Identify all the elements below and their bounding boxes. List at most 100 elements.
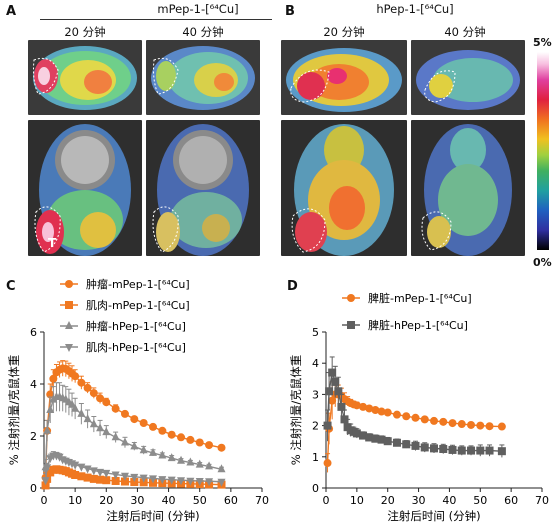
data-point-s0: [457, 420, 466, 429]
data-point-s2: [83, 414, 92, 423]
data-point-s2: [68, 399, 77, 408]
chart-d: 0 10 20 30 40 50 60 70 0 1 2 3 4 5 注射后时间 (分钟) % 注射剂量/克鼠…: [289, 291, 549, 523]
y-tick-label: 1: [312, 451, 319, 464]
pet-scan-a-20min-coronal: T: [28, 120, 142, 256]
data-point-s0: [365, 404, 374, 413]
data-point-s0: [352, 401, 361, 410]
panel-b-time-40: 40 分钟: [444, 25, 486, 39]
data-point-s2: [217, 464, 226, 473]
data-point-s2: [186, 457, 195, 466]
x-axis-label: 注射后时间 (分钟): [106, 509, 199, 523]
data-point-s0: [139, 419, 148, 427]
data-point-s0: [420, 415, 429, 424]
legend-marker-0: [347, 294, 355, 302]
data-point-s2: [167, 453, 176, 462]
legend-label-0: 肿瘤-mPep-1-[⁶⁴Cu]: [86, 277, 190, 291]
data-point-s0: [71, 372, 80, 381]
data-point-s2: [158, 450, 167, 459]
panel-letter-c: C: [6, 279, 16, 294]
y-tick-label: 0: [30, 482, 37, 495]
x-tick-label: 30: [412, 494, 426, 507]
data-point-s3: [130, 473, 139, 482]
data-point-s2: [43, 425, 52, 434]
pet-scan-a-40min-axial: [146, 40, 260, 115]
data-point-s1: [365, 433, 374, 442]
x-tick-label: 50: [193, 494, 207, 507]
data-point-s1: [420, 443, 429, 452]
data-point-s2: [111, 432, 120, 441]
y-tick-label: 0: [312, 482, 319, 495]
data-point-s0: [359, 402, 368, 411]
panel-letter-b: B: [285, 4, 295, 19]
data-point-s0: [328, 396, 337, 405]
data-point-s0: [467, 420, 476, 429]
data-point-s1: [485, 446, 494, 455]
panel-b-time-20: 20 分钟: [323, 25, 365, 39]
colorbar-max-label: 5%: [533, 36, 552, 49]
chart-c: 0 10 20 30 40 50 60 70 0 2 4 6 注射后时间 (分钟) % 注射剂量/克鼠体重…: [7, 277, 269, 523]
data-point-s0: [497, 422, 506, 431]
x-tick-label: 20: [99, 494, 113, 507]
data-point-s1: [359, 431, 368, 440]
data-point-s3: [102, 469, 111, 478]
data-point-s0: [195, 438, 204, 447]
data-point-s1: [323, 421, 332, 430]
legend-marker-1: [65, 301, 73, 309]
data-point-s0: [217, 443, 226, 452]
data-point-s1: [383, 437, 392, 446]
data-point-s3: [205, 478, 214, 487]
data-point-s0: [83, 383, 92, 392]
data-point-s2: [139, 445, 148, 454]
pet-scan-b-20min-axial: [281, 40, 407, 115]
legend-marker-0: [65, 280, 73, 288]
data-point-s3: [158, 476, 167, 485]
data-point-s2: [120, 437, 129, 446]
x-tick-label: 0: [323, 494, 330, 507]
series-line-1: [326, 372, 502, 452]
data-point-s0: [476, 421, 485, 430]
x-tick-label: 40: [162, 494, 176, 507]
colorbar: [537, 52, 549, 250]
data-point-s3: [71, 461, 80, 470]
data-point-s2: [71, 403, 80, 412]
data-point-s2: [195, 459, 204, 468]
data-point-s1: [89, 474, 98, 483]
data-point-s2: [102, 427, 111, 436]
tumor-label: T: [48, 236, 57, 250]
data-point-s1: [328, 368, 337, 377]
data-point-s1: [392, 438, 401, 447]
panel-a-title-rule: [40, 19, 272, 20]
panel-a-title: mPep-1-[⁶⁴Cu]: [157, 2, 239, 16]
data-point-s0: [149, 422, 157, 431]
data-point-s0: [49, 374, 58, 383]
data-point-s1: [439, 445, 448, 453]
data-point-s0: [102, 398, 111, 407]
data-point-s0: [120, 409, 129, 418]
data-point-s1: [448, 445, 457, 454]
data-point-s0: [177, 433, 186, 442]
y-tick-label: 5: [312, 326, 319, 339]
data-point-s1: [402, 440, 411, 449]
pet-scan-b-40min-coronal: [411, 120, 525, 256]
data-point-s0: [383, 408, 392, 417]
x-tick-label: 60: [504, 494, 518, 507]
data-point-s0: [89, 389, 98, 398]
data-point-s0: [46, 390, 55, 399]
data-point-s1: [325, 387, 334, 396]
y-tick-label: 6: [30, 326, 37, 339]
data-point-s1: [467, 446, 476, 455]
x-axis-label: 注射后时间 (分钟): [387, 509, 480, 523]
data-point-s3: [89, 467, 98, 476]
data-point-s1: [111, 476, 120, 485]
data-point-s1: [340, 415, 349, 424]
x-tick-label: 20: [381, 494, 395, 507]
data-point-s1: [497, 447, 506, 456]
x-tick-label: 70: [255, 494, 269, 507]
data-point-s3: [186, 477, 195, 486]
data-point-s2: [177, 455, 186, 464]
data-point-s1: [430, 444, 438, 453]
pet-scan-b-20min-coronal: [281, 120, 407, 256]
data-point-s1: [337, 402, 346, 411]
data-point-s3: [96, 468, 105, 477]
data-point-s3: [195, 477, 204, 486]
